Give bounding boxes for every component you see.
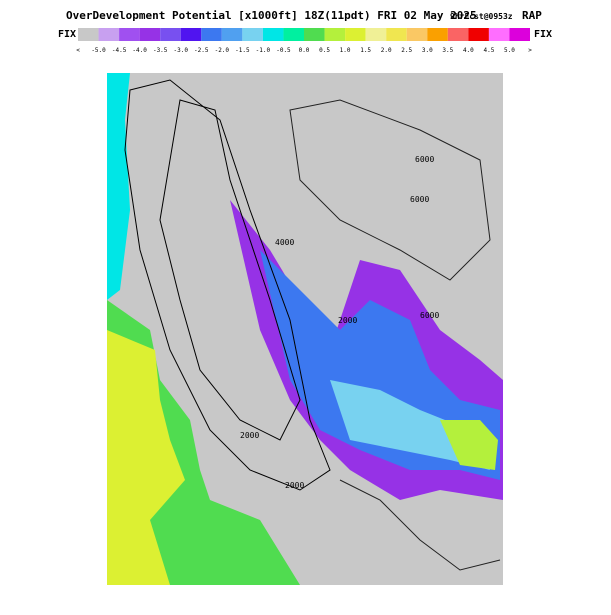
colorbar-label: 4.5 <box>483 47 494 54</box>
colorbar-label: 1.0 <box>340 47 351 54</box>
colorbar-label: < <box>76 47 80 54</box>
colorbar-label: -2.5 <box>194 47 209 54</box>
subtitle: 9hrFcst@0953z <box>450 12 513 21</box>
region <box>330 380 490 470</box>
colorbar-label: -0.5 <box>276 47 291 54</box>
colorbar-swatch <box>201 28 222 41</box>
colorbar-label: -3.5 <box>153 47 168 54</box>
colorbar-label: 5.0 <box>504 47 515 54</box>
colorbar-label: -5.0 <box>91 47 106 54</box>
colorbar-swatch <box>180 28 202 41</box>
contour-label: 4000 <box>275 238 294 247</box>
colorbar-swatch <box>262 28 284 41</box>
colorbar-label: -1.0 <box>256 47 271 54</box>
colorbar-swatch <box>304 28 325 41</box>
colorbar-label: 2.5 <box>401 47 412 54</box>
colorbar-swatch <box>447 28 469 41</box>
fix-left: FIX <box>58 29 76 40</box>
colorbar-label: -2.0 <box>215 47 230 54</box>
colorbar-swatch <box>242 28 263 41</box>
colorbar-label: 4.0 <box>463 47 474 54</box>
colorbar-swatch <box>98 28 120 41</box>
colorbar-swatch <box>283 28 304 41</box>
colorbar-swatch <box>468 28 489 41</box>
map: 6000 6000 6000 4000 2000 2000 2000 <box>107 73 503 585</box>
title: OverDevelopment Potential [x1000ft] 18Z(… <box>66 9 477 22</box>
region <box>107 73 130 300</box>
colorbar-label: -3.0 <box>174 47 189 54</box>
contour-label: 6000 <box>420 311 439 320</box>
colorbar-label: -4.5 <box>112 47 127 54</box>
colorbar-swatch <box>221 28 243 41</box>
contour <box>124 79 331 491</box>
contour <box>339 479 501 571</box>
contour <box>289 99 491 281</box>
colorbar-swatch <box>139 28 161 41</box>
colorbar-swatch <box>406 28 428 41</box>
colorbar-label: 2.0 <box>381 47 392 54</box>
contour-label: 6000 <box>410 195 429 204</box>
colorbar-swatch <box>119 28 140 41</box>
source: RAP <box>522 9 542 22</box>
colorbar-label: 3.0 <box>422 47 433 54</box>
colorbar-label: > <box>528 47 532 54</box>
colorbar-label: -1.5 <box>235 47 250 54</box>
colorbar-swatch <box>365 28 387 41</box>
contour <box>159 99 301 441</box>
colorbar-swatch <box>427 28 448 41</box>
fix-right: FIX <box>534 29 552 40</box>
contour-label: 2000 <box>240 431 259 440</box>
colorbar-swatch <box>386 28 407 41</box>
colorbar-swatch <box>160 28 181 41</box>
colorbar: < -5.0 -4.5 -4.0 -3.5 -3.0 -2.5 -2.0 -1.5 -1.0 -0.… <box>76 28 532 54</box>
colorbar-swatch <box>345 28 366 41</box>
colorbar-label: 3.5 <box>442 47 453 54</box>
colorbar-swatch <box>488 28 510 41</box>
contour-label: 2000 <box>285 481 304 490</box>
colorbar-swatch <box>78 28 99 41</box>
contour-label: 2000 <box>338 316 357 325</box>
colorbar-label: -4.0 <box>132 47 147 54</box>
colorbar-swatch <box>324 28 346 41</box>
contour-label: 6000 <box>415 155 434 164</box>
colorbar-label: 0.0 <box>299 47 310 54</box>
colorbar-label: 1.5 <box>360 47 371 54</box>
colorbar-label: 0.5 <box>319 47 330 54</box>
region <box>107 330 185 585</box>
colorbar-swatch <box>509 28 530 41</box>
region <box>440 420 498 470</box>
